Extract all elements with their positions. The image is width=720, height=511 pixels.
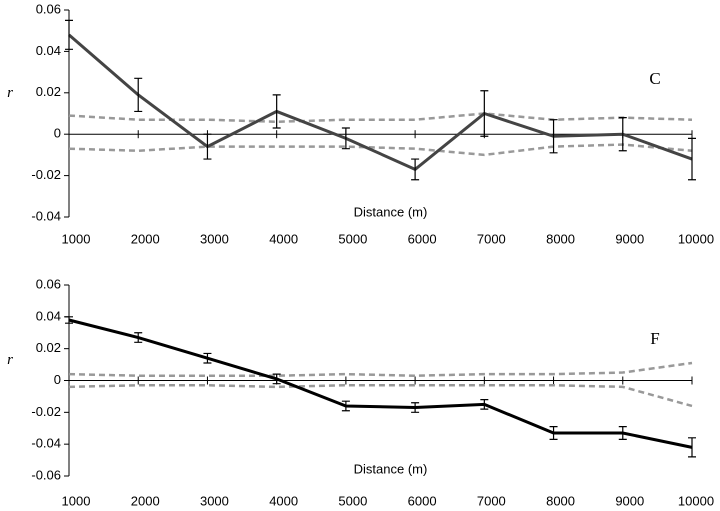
panel-label: F	[650, 329, 659, 348]
y-axis-label: r	[7, 85, 13, 101]
y-tick-label: -0.04	[31, 208, 61, 223]
x-tick-label: 5000	[338, 231, 367, 246]
y-tick-label: 0.02	[36, 84, 61, 99]
y-tick-label: 0.06	[36, 276, 61, 291]
x-tick-label: 2000	[131, 231, 160, 246]
error-bar	[272, 373, 281, 385]
y-tick-label: 0.06	[36, 1, 61, 16]
error-bar	[134, 332, 143, 343]
x-tick-label: 3000	[200, 493, 229, 508]
y-tick-label: -0.02	[31, 404, 61, 419]
error-bar	[203, 133, 212, 160]
envelope-line	[68, 384, 693, 408]
y-tick-label: -0.04	[31, 436, 61, 451]
y-tick-label: -0.06	[31, 467, 61, 482]
error-bar	[272, 94, 281, 129]
x-tick-label: 6000	[408, 231, 437, 246]
x-tick-label: 3000	[200, 231, 229, 246]
error-bar	[480, 399, 489, 410]
y-tick-label: 0.02	[36, 340, 61, 355]
x-tick-label: 8000	[546, 231, 575, 246]
error-bar	[618, 426, 627, 440]
x-tick-label: 7000	[477, 231, 506, 246]
error-bar	[618, 117, 627, 152]
y-tick-label: -0.02	[31, 167, 61, 182]
y-tick-label: 0.04	[36, 308, 61, 323]
y-axis-label: r	[7, 352, 13, 368]
error-bar	[480, 90, 489, 137]
panel-label: C	[649, 69, 660, 88]
error-bar	[688, 437, 696, 458]
data-line	[68, 318, 693, 449]
x-tick-label: 4000	[269, 493, 298, 508]
error-bar	[65, 316, 73, 324]
x-tick-label: 1000	[62, 231, 91, 246]
x-tick-label: 1000	[62, 493, 91, 508]
error-bar	[341, 400, 350, 412]
error-bar	[65, 19, 73, 50]
x-tick-label: 8000	[546, 493, 575, 508]
x-tick-label: 7000	[477, 493, 506, 508]
error-bar	[549, 119, 558, 154]
x-tick-label: 6000	[408, 493, 437, 508]
x-axis-label: Distance (m)	[354, 204, 428, 219]
error-bar	[203, 352, 212, 364]
y-tick-label: 0.04	[36, 43, 61, 58]
error-bar	[341, 127, 350, 150]
y-tick-label: 0	[54, 372, 61, 387]
x-tick-label: 10000	[678, 231, 714, 246]
x-axis-label: Distance (m)	[354, 461, 428, 476]
error-bar	[411, 158, 420, 181]
x-tick-label: 2000	[131, 493, 160, 508]
error-bar	[134, 77, 143, 113]
x-tick-label: 5000	[338, 493, 367, 508]
data-line	[68, 33, 693, 172]
error-bar	[411, 402, 420, 413]
y-tick-label: 0	[54, 126, 61, 141]
error-bar	[549, 426, 558, 440]
x-tick-label: 10000	[678, 493, 714, 508]
x-tick-label: 4000	[269, 231, 298, 246]
x-tick-label: 9000	[615, 493, 644, 508]
envelope-line	[68, 361, 693, 377]
envelope-line	[68, 143, 693, 157]
x-tick-label: 9000	[615, 231, 644, 246]
error-bar	[688, 137, 696, 181]
